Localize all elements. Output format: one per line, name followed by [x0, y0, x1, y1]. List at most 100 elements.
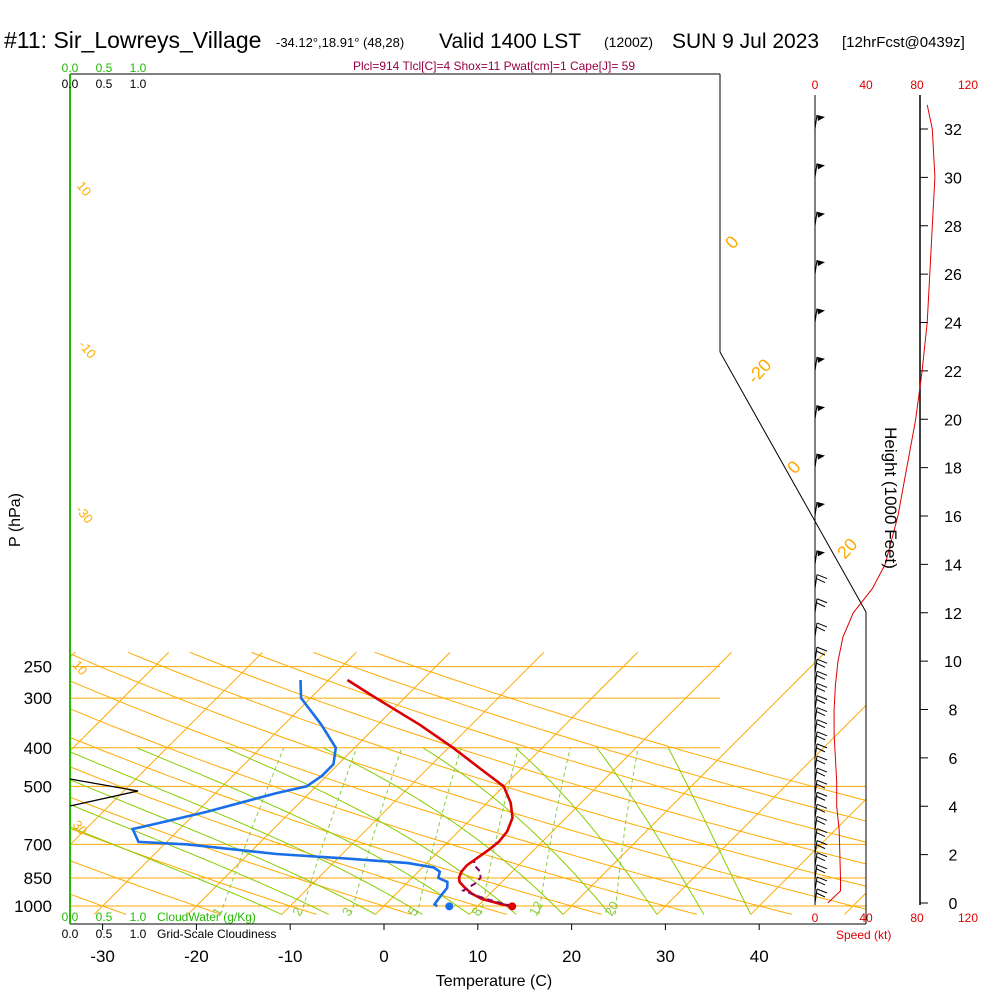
- height-tick-label: 4: [949, 799, 958, 816]
- dry-adiabat-line: [70, 651, 698, 915]
- isotherm-line: [375, 651, 639, 915]
- speed-label: Speed (kt): [836, 928, 891, 942]
- mixing-ratio-line: [416, 747, 462, 915]
- wind-barb-flag: [816, 795, 826, 801]
- dry-adiabat-label: -20: [743, 355, 775, 388]
- dry-adiabat-line: [70, 651, 412, 915]
- wind-panel: [814, 95, 936, 905]
- wind-barb-flag: [816, 747, 826, 753]
- wind-barb-flag: [816, 711, 826, 717]
- wind-barb-flag: [816, 662, 826, 668]
- wind-barb-staff: [814, 622, 818, 638]
- cloudwater-top-tick: 0.5: [96, 61, 113, 75]
- wind-barb-flag: [816, 791, 828, 797]
- wind-barb-staff: [814, 852, 818, 867]
- mixing-ratio-line: [219, 747, 285, 915]
- p-tick-label: 300: [24, 689, 52, 708]
- x-axis-title: Temperature (C): [436, 973, 552, 990]
- wind-barb-flag: [816, 602, 826, 608]
- wind-barb-staff: [814, 163, 818, 178]
- cloudiness-top-tick: 0.5: [96, 77, 113, 91]
- moist-adiabat-line: [70, 747, 376, 915]
- dry-adiabat-label: 10: [74, 178, 95, 199]
- moist-adiabat-line: [515, 747, 658, 915]
- wind-barb-flag: [816, 723, 826, 729]
- isotherm-line: [844, 651, 866, 915]
- dry-adiabat-label: 20: [833, 534, 861, 562]
- cloudwater-bottom-tick: 0.5: [96, 910, 113, 924]
- speed-top-tick: 40: [859, 78, 873, 92]
- moist-adiabat-line: [422, 747, 611, 915]
- wind-barb-staff: [814, 308, 818, 323]
- dry-adiabat-line: [70, 651, 866, 915]
- speed-top-tick: 80: [910, 78, 924, 92]
- p-tick-label: 700: [24, 835, 52, 854]
- wind-barb-pennant: [817, 502, 825, 508]
- wind-barb-staff: [814, 707, 818, 722]
- wind-barb-flag: [816, 888, 828, 894]
- wind-barb-flag: [816, 658, 828, 664]
- wind-barb-flag: [816, 767, 828, 773]
- moist-adiabat-line: [596, 747, 705, 915]
- isotherm-line: [469, 651, 732, 915]
- dry-adiabat-line: [189, 651, 866, 915]
- p-tick-label: 400: [24, 739, 52, 758]
- cloudwater-top-tick: 1.0: [130, 61, 147, 75]
- wind-barb-staff: [814, 405, 818, 420]
- height-tick-label: 16: [944, 509, 962, 526]
- wind-barb-flag: [816, 783, 826, 789]
- isotherm-line: [70, 651, 263, 915]
- dry-adiabat-label: 10: [70, 657, 91, 678]
- frame-right-slant: [719, 351, 867, 924]
- height-tick-label: 0: [949, 896, 958, 913]
- valid-date: SUN 9 Jul 2023: [672, 30, 819, 53]
- surface-temperature-marker: [508, 902, 517, 911]
- x-tick-label: 40: [750, 947, 769, 966]
- cloudwater-bottom-tick: 0.0: [62, 910, 79, 924]
- height-tick-label: 24: [944, 316, 962, 333]
- wind-barb-flag: [816, 622, 828, 628]
- station-coords: -34.12°,18.91° (48,28): [276, 35, 404, 50]
- valid-time: Valid 1400 LST: [439, 30, 581, 53]
- wind-barb-flag: [816, 646, 828, 652]
- moist-adiabat-line: [322, 747, 564, 915]
- cloudiness-bottom-tick: 1.0: [130, 927, 147, 941]
- wind-barb-pennant: [817, 453, 825, 460]
- cloudiness-profile: [69, 778, 139, 807]
- cloudwater-top-tick: 0.0: [62, 61, 79, 75]
- wind-barb-flag: [816, 598, 828, 604]
- dry-adiabat-line: [70, 651, 793, 915]
- y-axis-title: P (hPa): [7, 493, 24, 547]
- wind-barb-pennant: [817, 115, 825, 121]
- wind-barb-flag: [816, 707, 828, 713]
- wind-barb-flag: [816, 686, 826, 692]
- isotherm-line: [562, 651, 826, 915]
- chart-grid: [69, 73, 867, 930]
- height-tick-label: 32: [944, 122, 962, 139]
- wind-barb-flag: [816, 695, 828, 700]
- moist-adiabat-line: [224, 747, 517, 915]
- isotherm-line: [70, 651, 170, 915]
- cloudiness-top-tick: 0.0: [62, 77, 79, 91]
- wind-barb-staff: [814, 501, 818, 517]
- wind-barb-staff: [814, 453, 818, 468]
- wind-barb-staff: [814, 598, 818, 613]
- isotherm-line: [93, 651, 357, 915]
- moist-adiabat-line: [70, 747, 329, 915]
- wind-barb-staff: [814, 356, 818, 371]
- wind-barb-staff: [814, 574, 818, 589]
- wind-barb-flag: [816, 755, 828, 761]
- height-tick-label: 18: [944, 461, 962, 478]
- wind-barb-staff: [814, 792, 818, 807]
- wind-barb-flag: [816, 864, 828, 870]
- series-temperature: [346, 678, 514, 908]
- height-axis-title: Height (1000 Feet): [881, 427, 900, 569]
- wind-barb-pennant: [817, 308, 825, 315]
- x-tick-label: 0: [379, 947, 388, 966]
- moist-adiabat-line: [70, 747, 423, 915]
- series-dewpoint: [130, 679, 449, 908]
- wind-barb-flag: [816, 574, 828, 580]
- valid-utc: (1200Z): [604, 34, 653, 50]
- wind-barb-flag: [816, 771, 826, 777]
